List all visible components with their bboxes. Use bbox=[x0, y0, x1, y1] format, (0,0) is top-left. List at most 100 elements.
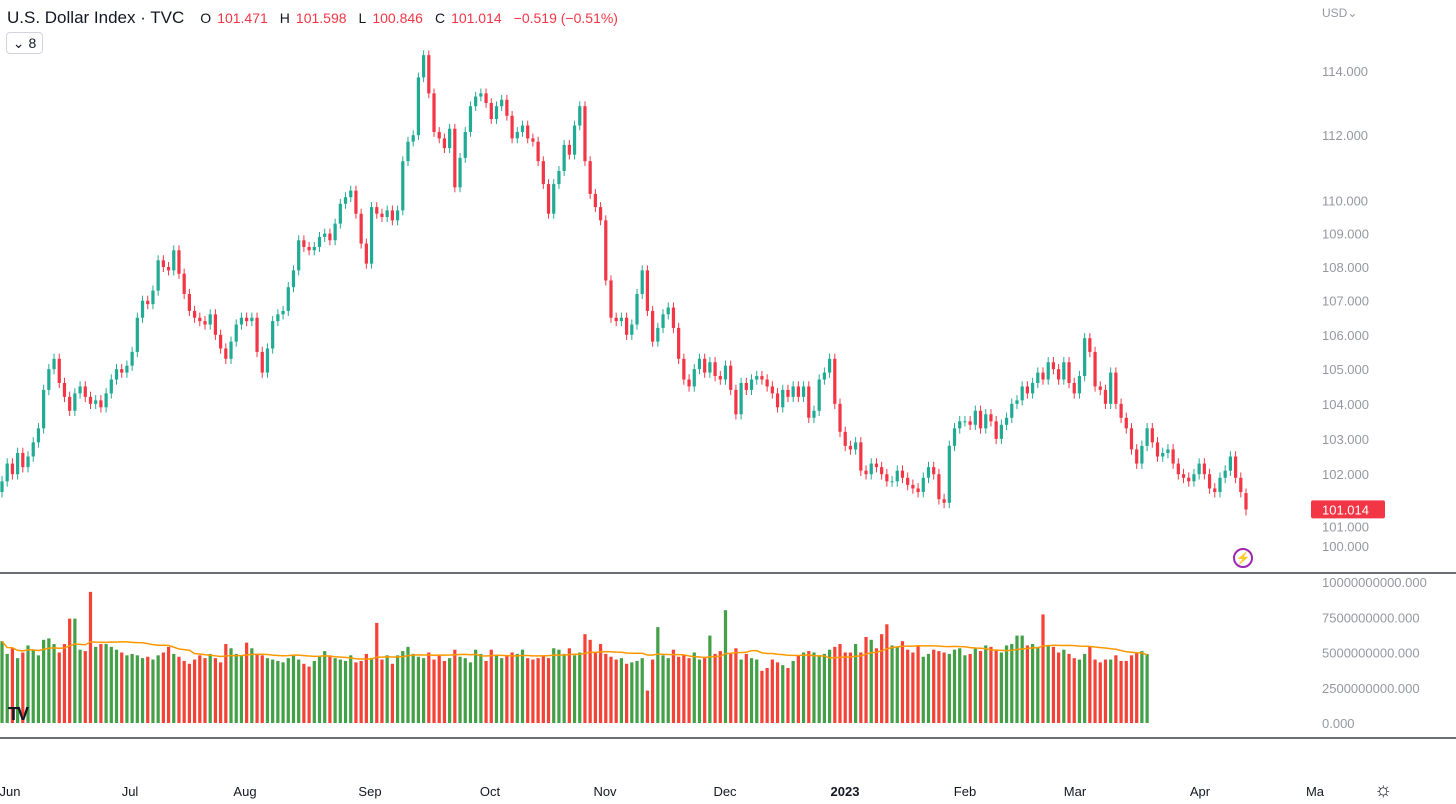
candle bbox=[198, 312, 202, 327]
candle-body bbox=[1207, 474, 1212, 489]
volume-bar bbox=[172, 653, 176, 723]
candle-body bbox=[973, 410, 977, 425]
candle bbox=[645, 265, 650, 317]
candle bbox=[598, 202, 603, 226]
indicator-count: 8 bbox=[28, 35, 37, 51]
volume-bar bbox=[333, 658, 337, 723]
candle bbox=[453, 123, 457, 193]
time-tick-label: Apr bbox=[1190, 784, 1211, 799]
volume-bar bbox=[229, 648, 233, 723]
candle-body bbox=[916, 488, 920, 493]
candle bbox=[10, 458, 15, 480]
candle-body bbox=[135, 317, 139, 352]
symbol-title[interactable]: U.S. Dollar Index · TVC bbox=[7, 8, 185, 27]
volume-bar bbox=[843, 652, 847, 723]
volume-bar bbox=[354, 662, 358, 723]
candle-body bbox=[572, 125, 577, 155]
candle bbox=[104, 388, 108, 413]
candle-body bbox=[614, 317, 618, 322]
candle bbox=[88, 391, 93, 410]
volume-bar bbox=[187, 663, 191, 723]
volume-bar bbox=[343, 660, 348, 723]
candle-body bbox=[260, 351, 264, 373]
volume-bar bbox=[770, 659, 774, 723]
candle bbox=[952, 423, 957, 452]
candle bbox=[385, 205, 389, 222]
gear-icon[interactable]: ☼ bbox=[1374, 779, 1393, 801]
volume-bar bbox=[192, 659, 197, 723]
candle-body bbox=[1171, 449, 1175, 464]
candle bbox=[1124, 412, 1128, 434]
candle bbox=[812, 405, 816, 424]
volume-bar bbox=[916, 645, 920, 723]
volume-bar bbox=[510, 652, 514, 723]
volume-bar bbox=[567, 648, 571, 723]
candle bbox=[562, 140, 566, 176]
candle-body bbox=[656, 327, 660, 342]
candle bbox=[1145, 423, 1149, 452]
candle-body bbox=[359, 213, 363, 244]
change-value: −0.519 (−0.51%) bbox=[513, 10, 618, 26]
volume-bar bbox=[198, 655, 202, 723]
candle-body bbox=[1103, 389, 1108, 404]
currency-selector[interactable]: USD⌄ bbox=[1322, 6, 1358, 20]
candle-body bbox=[775, 393, 780, 408]
lightning-icon[interactable]: ⚡ bbox=[1233, 548, 1253, 568]
volume-bar bbox=[593, 652, 597, 723]
volume-bar bbox=[94, 646, 98, 723]
volume-bar bbox=[687, 658, 691, 723]
candle bbox=[775, 388, 780, 413]
volume-bar bbox=[973, 648, 977, 723]
volume-bar bbox=[989, 646, 993, 723]
volume-bar bbox=[609, 656, 613, 723]
volume-bar bbox=[442, 660, 447, 723]
indicators-collapse-button[interactable]: ⌄ 8 bbox=[6, 32, 43, 54]
chevron-down-icon: ⌄ bbox=[12, 34, 25, 51]
candle-body bbox=[723, 365, 728, 380]
candle bbox=[1041, 367, 1045, 385]
candle bbox=[749, 374, 754, 396]
candle-body bbox=[900, 470, 905, 478]
candle-body bbox=[645, 270, 650, 311]
volume-bar bbox=[88, 591, 93, 723]
symbol-legend: U.S. Dollar Index · TVC O 101.471 H 101.59… bbox=[7, 8, 624, 28]
tradingview-logo[interactable]: TV bbox=[8, 704, 29, 724]
volume-bar bbox=[1114, 655, 1118, 723]
candle bbox=[635, 288, 639, 330]
candle bbox=[572, 120, 577, 160]
candle-body bbox=[213, 314, 218, 335]
volume-bar bbox=[291, 655, 296, 723]
candle bbox=[156, 255, 160, 296]
price-tick-label: 108.000 bbox=[1322, 260, 1369, 275]
candle bbox=[1020, 381, 1024, 406]
candle bbox=[541, 156, 545, 189]
candle-body bbox=[68, 396, 72, 411]
candle bbox=[677, 322, 681, 364]
candle bbox=[489, 98, 493, 124]
candle-body bbox=[744, 382, 748, 390]
candle-body bbox=[494, 106, 499, 120]
candle-body bbox=[5, 463, 9, 482]
volume-bar bbox=[614, 659, 618, 723]
candle-body bbox=[812, 410, 816, 418]
candle-body bbox=[557, 170, 561, 185]
candle bbox=[843, 426, 847, 452]
high-value: 101.598 bbox=[295, 10, 347, 26]
candle bbox=[1135, 444, 1139, 469]
candle bbox=[307, 241, 311, 256]
candle bbox=[99, 395, 103, 413]
candle-body bbox=[1124, 417, 1128, 429]
candle bbox=[1161, 447, 1165, 462]
candle bbox=[1036, 367, 1040, 389]
candle-body bbox=[125, 365, 129, 373]
candle-body bbox=[218, 334, 223, 349]
candle-body bbox=[1197, 463, 1201, 475]
volume-bar bbox=[531, 659, 535, 723]
candle bbox=[16, 447, 20, 480]
volume-bar bbox=[562, 653, 566, 723]
candle-body bbox=[109, 379, 113, 394]
candle bbox=[770, 381, 774, 399]
candle-body bbox=[827, 358, 832, 373]
candle bbox=[968, 416, 972, 431]
